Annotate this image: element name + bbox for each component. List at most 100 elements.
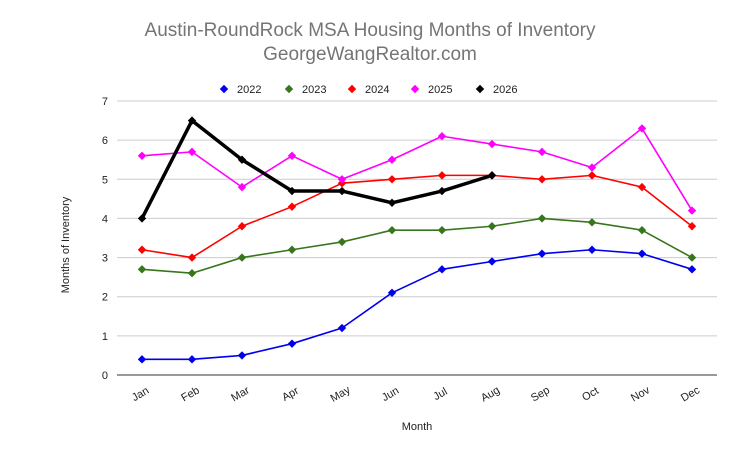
legend-item: 2023 [284, 84, 326, 96]
data-point [237, 155, 247, 164]
data-point [587, 163, 597, 172]
data-point [187, 253, 197, 262]
y-tick-label: 4 [102, 213, 108, 225]
data-point [137, 214, 147, 223]
series-2023 [137, 214, 697, 278]
data-point [587, 171, 597, 180]
y-tick-label: 1 [102, 331, 108, 343]
x-tick-label: Mar [229, 384, 252, 404]
data-point [537, 147, 547, 157]
x-tick-label: Jun [380, 385, 401, 404]
data-point [337, 175, 347, 184]
data-point [137, 245, 147, 254]
x-tick-label: May [329, 384, 353, 405]
x-axis-title: Month [402, 421, 433, 433]
legend-marker [410, 84, 420, 94]
chart-title: Austin-RoundRock MSA Housing Months of I… [144, 20, 596, 41]
data-point [587, 245, 597, 254]
data-point [637, 182, 647, 192]
data-point [387, 175, 397, 184]
x-tick-label: Feb [179, 384, 201, 404]
data-point [287, 151, 297, 160]
x-tick-label: Sep [529, 384, 552, 404]
legend-item: 2024 [347, 84, 389, 96]
gridlines [117, 100, 717, 376]
series-line [140, 118, 493, 220]
x-tick-label: Jan [130, 385, 151, 404]
y-tick-label: 0 [102, 370, 108, 382]
series-line [141, 217, 693, 275]
data-point [137, 355, 147, 364]
data-point [637, 249, 647, 258]
data-point [337, 237, 347, 247]
data-point [537, 214, 547, 223]
legend-label: 2024 [365, 84, 389, 96]
data-point [187, 355, 197, 364]
data-point [237, 351, 247, 360]
y-tick-label: 3 [102, 253, 108, 265]
data-point [437, 225, 447, 235]
data-point [537, 249, 547, 258]
x-tick-label: Apr [280, 385, 301, 404]
data-point [437, 186, 447, 196]
y-axis-title: Months of Inventory [60, 196, 72, 293]
data-point [687, 253, 697, 262]
legend-item: 2022 [219, 84, 261, 96]
data-point [137, 265, 147, 274]
data-point [487, 171, 497, 180]
legend-label: 2026 [493, 84, 517, 96]
data-point [387, 155, 397, 164]
data-point [637, 225, 647, 235]
data-point [337, 323, 347, 333]
data-point [437, 171, 447, 180]
y-tick-label: 2 [102, 292, 108, 304]
y-tick-label: 7 [102, 96, 108, 108]
y-tick-label: 5 [102, 174, 108, 186]
data-point [387, 288, 397, 297]
x-tick-label: Oct [580, 385, 601, 404]
legend-marker [219, 84, 229, 94]
series-line [142, 248, 693, 361]
data-point [187, 116, 197, 125]
series-2022 [137, 245, 697, 364]
legend-item: 2026 [475, 84, 517, 96]
data-point [337, 186, 347, 196]
series-2024 [137, 171, 697, 262]
data-point [637, 124, 647, 133]
data-point [237, 253, 247, 262]
data-point [487, 139, 497, 149]
legend-label: 2023 [302, 84, 326, 96]
x-tick-label: Jul [431, 386, 449, 403]
x-tick-label: Nov [629, 384, 652, 404]
data-point [687, 206, 697, 215]
data-point [387, 225, 397, 235]
data-point [687, 265, 697, 274]
series-line [141, 174, 693, 259]
data-point [187, 147, 197, 157]
legend-label: 2022 [237, 84, 261, 96]
legend-label: 2025 [428, 84, 452, 96]
series-lines [137, 116, 697, 364]
data-point [487, 222, 497, 231]
data-point [687, 222, 697, 231]
data-point [537, 175, 547, 184]
data-point [137, 151, 147, 160]
legend-marker [347, 84, 357, 94]
data-point [437, 265, 447, 274]
legend-item: 2025 [410, 84, 452, 96]
data-point [187, 269, 197, 278]
legend-marker [475, 84, 485, 94]
series-line [141, 127, 693, 212]
data-point [287, 339, 297, 348]
series-2026 [137, 116, 497, 223]
data-point [287, 186, 297, 196]
data-point [437, 132, 447, 141]
y-tick-label: 6 [102, 135, 108, 147]
data-point [237, 182, 247, 192]
data-point [587, 218, 597, 227]
data-point [387, 198, 397, 207]
data-point [287, 245, 297, 254]
x-tick-label: Dec [679, 384, 702, 404]
data-point [487, 257, 497, 266]
